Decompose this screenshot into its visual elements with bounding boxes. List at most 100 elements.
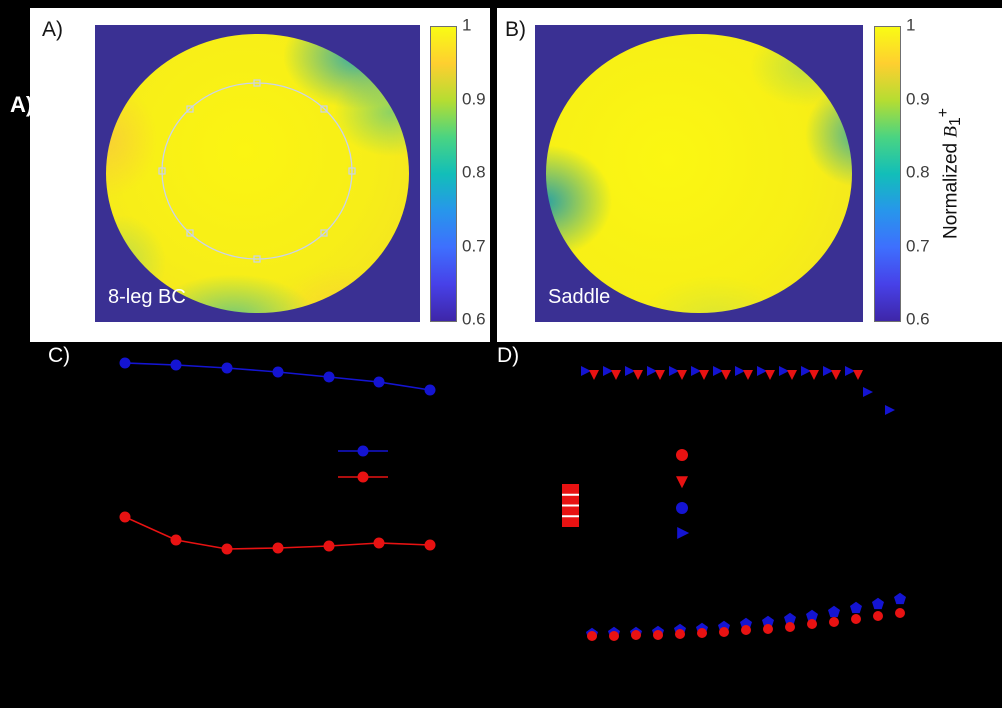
bottom-blue-pentagons bbox=[894, 592, 906, 605]
map-label-8leg-bc: 8-leg BC bbox=[108, 286, 186, 308]
top-red-down-triangles bbox=[611, 370, 621, 380]
panel-a: A) 8-leg BC 1 0.9 0.8 0.7 0.6 bbox=[30, 8, 490, 342]
phantom-map-b bbox=[546, 33, 852, 314]
panel-c-label: C) bbox=[48, 344, 71, 367]
bottom-red-circles bbox=[653, 630, 663, 640]
top-red-down-triangles bbox=[677, 370, 687, 380]
legend-marker-red-entry bbox=[357, 471, 369, 483]
bottom-red-circles bbox=[829, 617, 839, 627]
colorbar-tick-label: 0.7 bbox=[462, 236, 486, 256]
panel-d-label: D) bbox=[497, 344, 520, 367]
top-red-down-triangles bbox=[787, 370, 797, 380]
bottom-red-circles bbox=[631, 630, 641, 640]
roi-handle bbox=[158, 167, 166, 175]
colorbar-a bbox=[430, 26, 457, 322]
bottom-blue-pentagons bbox=[850, 601, 862, 614]
top-blue-right-triangles bbox=[581, 366, 591, 376]
marker-blue-series bbox=[221, 362, 233, 374]
roi-handle bbox=[320, 229, 328, 237]
bottom-red-circles bbox=[851, 614, 861, 624]
marker-red-series bbox=[119, 511, 131, 523]
bottom-red-circles bbox=[785, 622, 795, 632]
top-blue-right-triangles bbox=[691, 366, 701, 376]
colorbar-tick-label: 0.8 bbox=[906, 162, 930, 182]
top-tail-blue-right-triangles bbox=[863, 387, 873, 397]
roi-handle bbox=[253, 255, 261, 263]
roi-handle bbox=[348, 167, 356, 175]
bottom-red-circles bbox=[697, 628, 707, 638]
top-blue-right-triangles bbox=[801, 366, 811, 376]
colorbar-tick-label: 1 bbox=[906, 15, 916, 35]
bottom-blue-pentagons bbox=[828, 605, 840, 618]
colorbar-tick-label: 0.6 bbox=[906, 309, 930, 329]
top-red-down-triangles bbox=[589, 370, 599, 380]
top-blue-right-triangles bbox=[713, 366, 723, 376]
roi-handle bbox=[186, 105, 194, 113]
marker-red-series bbox=[170, 534, 182, 546]
legend-marker-blue-entry bbox=[357, 445, 369, 457]
marker-red-series bbox=[221, 543, 233, 555]
mid-red-circle bbox=[676, 449, 688, 461]
marker-red-series bbox=[424, 539, 436, 551]
panel-b: B) Saddle 1 0.9 0.8 0.7 0.6 Normalized B1+ bbox=[497, 8, 1002, 342]
colorbar-a-ticks: 1 0.9 0.8 0.7 0.6 bbox=[462, 16, 504, 329]
top-blue-right-triangles bbox=[757, 366, 767, 376]
heatmap-saddle: Saddle bbox=[535, 25, 863, 322]
bottom-red-circles bbox=[807, 619, 817, 629]
colorbar-tick-label: 1 bbox=[462, 15, 472, 35]
roi-handle bbox=[320, 105, 328, 113]
top-red-down-triangles bbox=[633, 370, 643, 380]
top-blue-right-triangles bbox=[603, 366, 613, 376]
marker-red-series bbox=[323, 540, 335, 552]
bottom-blue-pentagons bbox=[806, 609, 818, 622]
bottom-blue-pentagons bbox=[762, 615, 774, 628]
top-red-down-triangles bbox=[853, 370, 863, 380]
top-red-down-triangles bbox=[809, 370, 819, 380]
top-red-down-triangles bbox=[721, 370, 731, 380]
roi-overlay bbox=[158, 79, 356, 263]
overlay-panel-label: A) bbox=[10, 92, 34, 117]
bottom-red-circles bbox=[609, 631, 619, 641]
top-red-down-triangles bbox=[831, 370, 841, 380]
mid-blue-right-triangle bbox=[677, 527, 690, 539]
top-red-down-triangles bbox=[655, 370, 665, 380]
panel-b-label: B) bbox=[505, 18, 526, 41]
colorbar-tick-label: 0.9 bbox=[906, 89, 930, 109]
top-blue-right-triangles bbox=[647, 366, 657, 376]
bottom-red-circles bbox=[741, 625, 751, 635]
top-blue-right-triangles bbox=[845, 366, 855, 376]
marker-red-series bbox=[272, 542, 284, 554]
top-red-down-triangles bbox=[743, 370, 753, 380]
bottom-blue-pentagons bbox=[872, 597, 884, 610]
mid-red-down-triangle bbox=[676, 476, 688, 489]
bottom-red-circles bbox=[895, 608, 905, 618]
marker-blue-series bbox=[170, 359, 182, 371]
roi-handle bbox=[253, 79, 261, 87]
marker-red-series bbox=[373, 537, 385, 549]
colorbar-tick-label: 0.9 bbox=[462, 89, 486, 109]
panel-a-label: A) bbox=[42, 18, 63, 41]
top-blue-right-triangles bbox=[823, 366, 833, 376]
colorbar-b-ticks: 1 0.9 0.8 0.7 0.6 bbox=[906, 16, 948, 329]
colorbar-tick-label: 0.6 bbox=[462, 309, 486, 329]
top-blue-right-triangles bbox=[625, 366, 635, 376]
top-blue-right-triangles bbox=[735, 366, 745, 376]
roi-handle bbox=[186, 229, 194, 237]
heatmap-8leg-bc: 8-leg BC bbox=[95, 25, 420, 322]
top-blue-right-triangles bbox=[669, 366, 679, 376]
bottom-red-circles bbox=[873, 611, 883, 621]
map-label-saddle: Saddle bbox=[548, 286, 611, 308]
top-red-down-triangles bbox=[765, 370, 775, 380]
mid-blue-circle bbox=[676, 502, 688, 514]
colorbar-tick-label: 0.8 bbox=[462, 162, 486, 182]
colorbar-tick-label: 0.7 bbox=[906, 236, 930, 256]
bottom-red-circles bbox=[675, 629, 685, 639]
marker-blue-series bbox=[323, 371, 335, 383]
marker-blue-series bbox=[424, 384, 436, 396]
bottom-blue-pentagons bbox=[784, 612, 796, 625]
roi-circle bbox=[161, 82, 353, 260]
top-blue-right-triangles bbox=[779, 366, 789, 376]
bottom-red-circles bbox=[587, 631, 597, 641]
